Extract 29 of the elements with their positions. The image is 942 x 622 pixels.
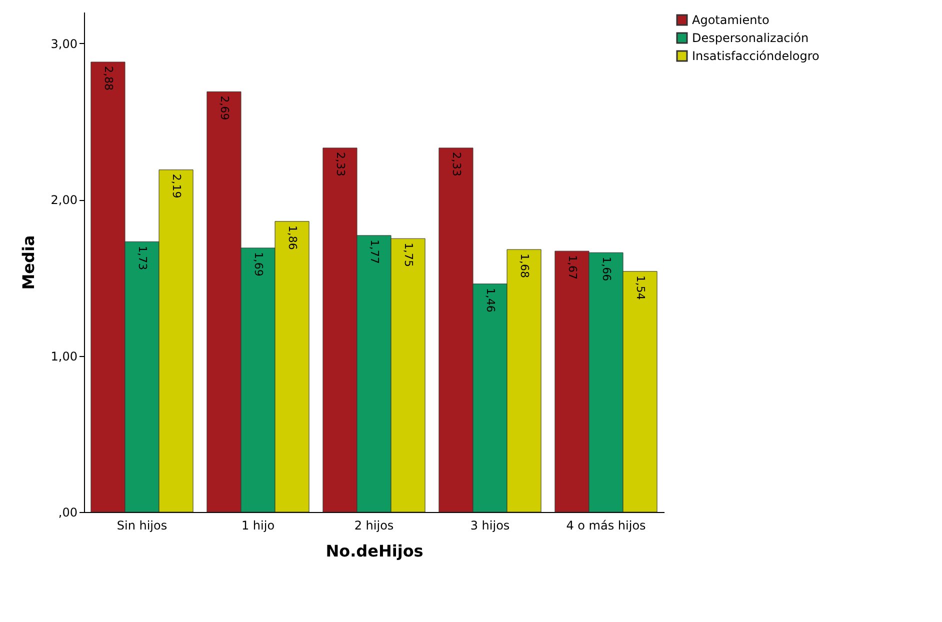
y-tick-label: 2,00 [50, 193, 78, 207]
data-label: 1,67 [566, 255, 579, 280]
data-label: 2,19 [170, 174, 184, 198]
x-tick-label: 1 hijo [241, 518, 275, 532]
y-tick-label: ,00 [58, 506, 78, 520]
x-axis-title: No.deHijos [326, 542, 424, 560]
x-tick-label: 2 hijos [354, 518, 394, 532]
x-tick-label: Sin hijos [116, 518, 168, 532]
data-label: 1,73 [136, 246, 149, 270]
data-label: 2,33 [334, 152, 347, 176]
y-tick-label: 1,00 [50, 349, 78, 364]
y-axis-title: Media [18, 235, 38, 290]
data-label: 1,46 [484, 288, 497, 312]
legend-label: Agotamiento [692, 13, 770, 27]
y-tick-label: 3,00 [50, 36, 78, 51]
data-label: 1,77 [368, 239, 381, 264]
data-label: 1,69 [252, 252, 265, 276]
data-label: 1,86 [286, 225, 300, 250]
data-label: 1,75 [402, 242, 416, 268]
data-label: 1,54 [634, 275, 648, 300]
x-tick-label: 4 o más hijos [566, 518, 646, 532]
data-label: 1,68 [518, 254, 532, 278]
x-tick-label: 3 hijos [470, 518, 510, 532]
data-label: 2,69 [218, 96, 231, 120]
data-label: 2,33 [450, 152, 463, 176]
data-label: 1,66 [600, 256, 613, 282]
legend-label: Despersonalización [692, 31, 809, 45]
data-label: 2,88 [102, 66, 115, 90]
legend-label: Insatisfaccióndelogro [692, 49, 820, 63]
